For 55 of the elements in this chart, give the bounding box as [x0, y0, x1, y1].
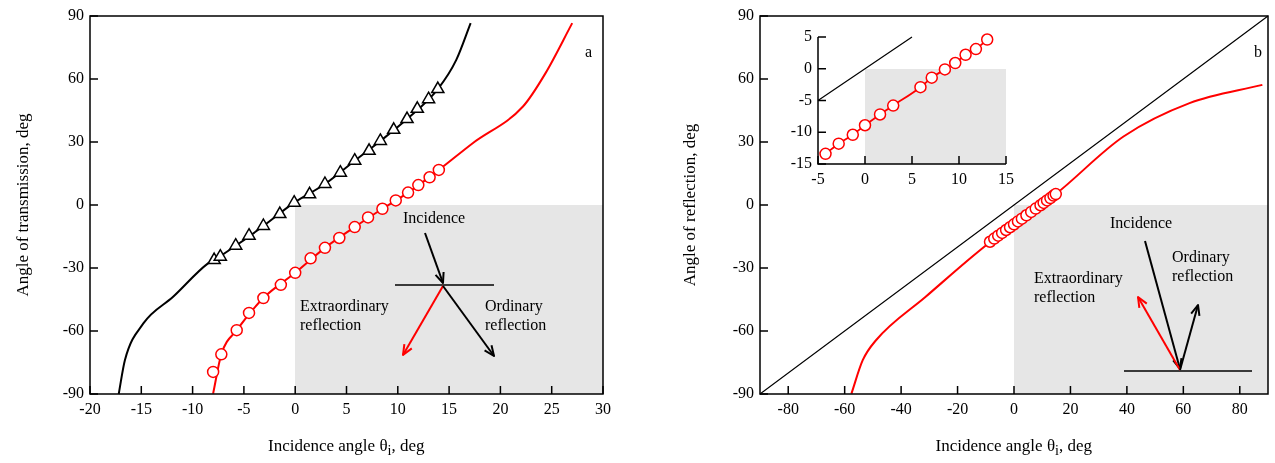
y-tick-label: 90: [738, 6, 754, 24]
y-tick-label: -90: [62, 384, 84, 402]
x-tick-label: -5: [237, 399, 251, 417]
y-tick-label: 0: [76, 195, 84, 213]
x-tick-label: -40: [890, 399, 912, 417]
y-tick-label: -30: [732, 258, 754, 276]
y-tick-label: -10: [790, 122, 812, 140]
x-axis-title: Incidence angle θ$_{i}$, deg: [268, 436, 425, 460]
x-tick-label: 60: [1175, 399, 1192, 417]
x-tick-label: 10: [951, 169, 967, 187]
y-tick-label: -90: [732, 384, 754, 402]
annotation: Ordinary reflection: [485, 296, 548, 334]
y-tick-label: 30: [68, 132, 84, 150]
annotation: a: [585, 42, 593, 61]
y-tick-label: 60: [68, 69, 84, 87]
x-tick-label: 20: [492, 399, 509, 417]
y-tick-label: 0: [804, 58, 812, 76]
y-tick-label: 60: [738, 69, 754, 87]
annotation: Extraordinary reflection: [1034, 268, 1124, 306]
annotation: Extraordinary reflection: [300, 296, 390, 334]
x-axis-title: Incidence angle θ$_{i}$, deg: [935, 436, 1093, 460]
x-tick-label: -20: [946, 399, 969, 417]
y-tick-label: 30: [738, 132, 754, 150]
y-tick-label: 0: [746, 195, 754, 213]
y-tick-label: -5: [798, 90, 812, 108]
annotation: Incidence: [1110, 213, 1173, 232]
x-tick-label: -15: [130, 399, 152, 417]
x-tick-label: -10: [181, 399, 204, 417]
annotation: b: [1254, 42, 1262, 61]
x-tick-label: -60: [834, 399, 856, 417]
y-tick-label: -15: [790, 154, 812, 172]
x-tick-label: 25: [543, 399, 560, 417]
y-tick-label: 90: [68, 6, 84, 24]
x-tick-label: 5: [908, 169, 916, 187]
x-tick-label: 0: [291, 399, 300, 417]
x-tick-label: 15: [441, 399, 458, 417]
x-tick-label: 15: [998, 169, 1014, 187]
y-axis-title: Angle of transmission, deg: [12, 113, 33, 297]
annotation: Incidence: [403, 208, 466, 227]
x-tick-label: 30: [595, 399, 611, 417]
y-tick-label: -30: [62, 258, 84, 276]
x-tick-label: 0: [861, 169, 869, 187]
y-tick-label: -60: [62, 321, 84, 339]
x-tick-label: -20: [79, 399, 101, 417]
x-tick-label: 40: [1118, 399, 1135, 417]
y-axis-title: Angle of reflection, deg: [680, 123, 701, 287]
x-tick-label: 20: [1062, 399, 1079, 417]
y-tick-label: -60: [732, 321, 754, 339]
annotation: Ordinary reflection: [1172, 247, 1235, 285]
x-tick-label: -80: [777, 399, 799, 417]
x-tick-label: 10: [389, 399, 406, 417]
x-tick-label: 0: [1010, 399, 1018, 417]
x-tick-label: 80: [1231, 399, 1248, 417]
x-tick-label: 5: [342, 399, 351, 417]
y-tick-label: 5: [804, 27, 812, 45]
